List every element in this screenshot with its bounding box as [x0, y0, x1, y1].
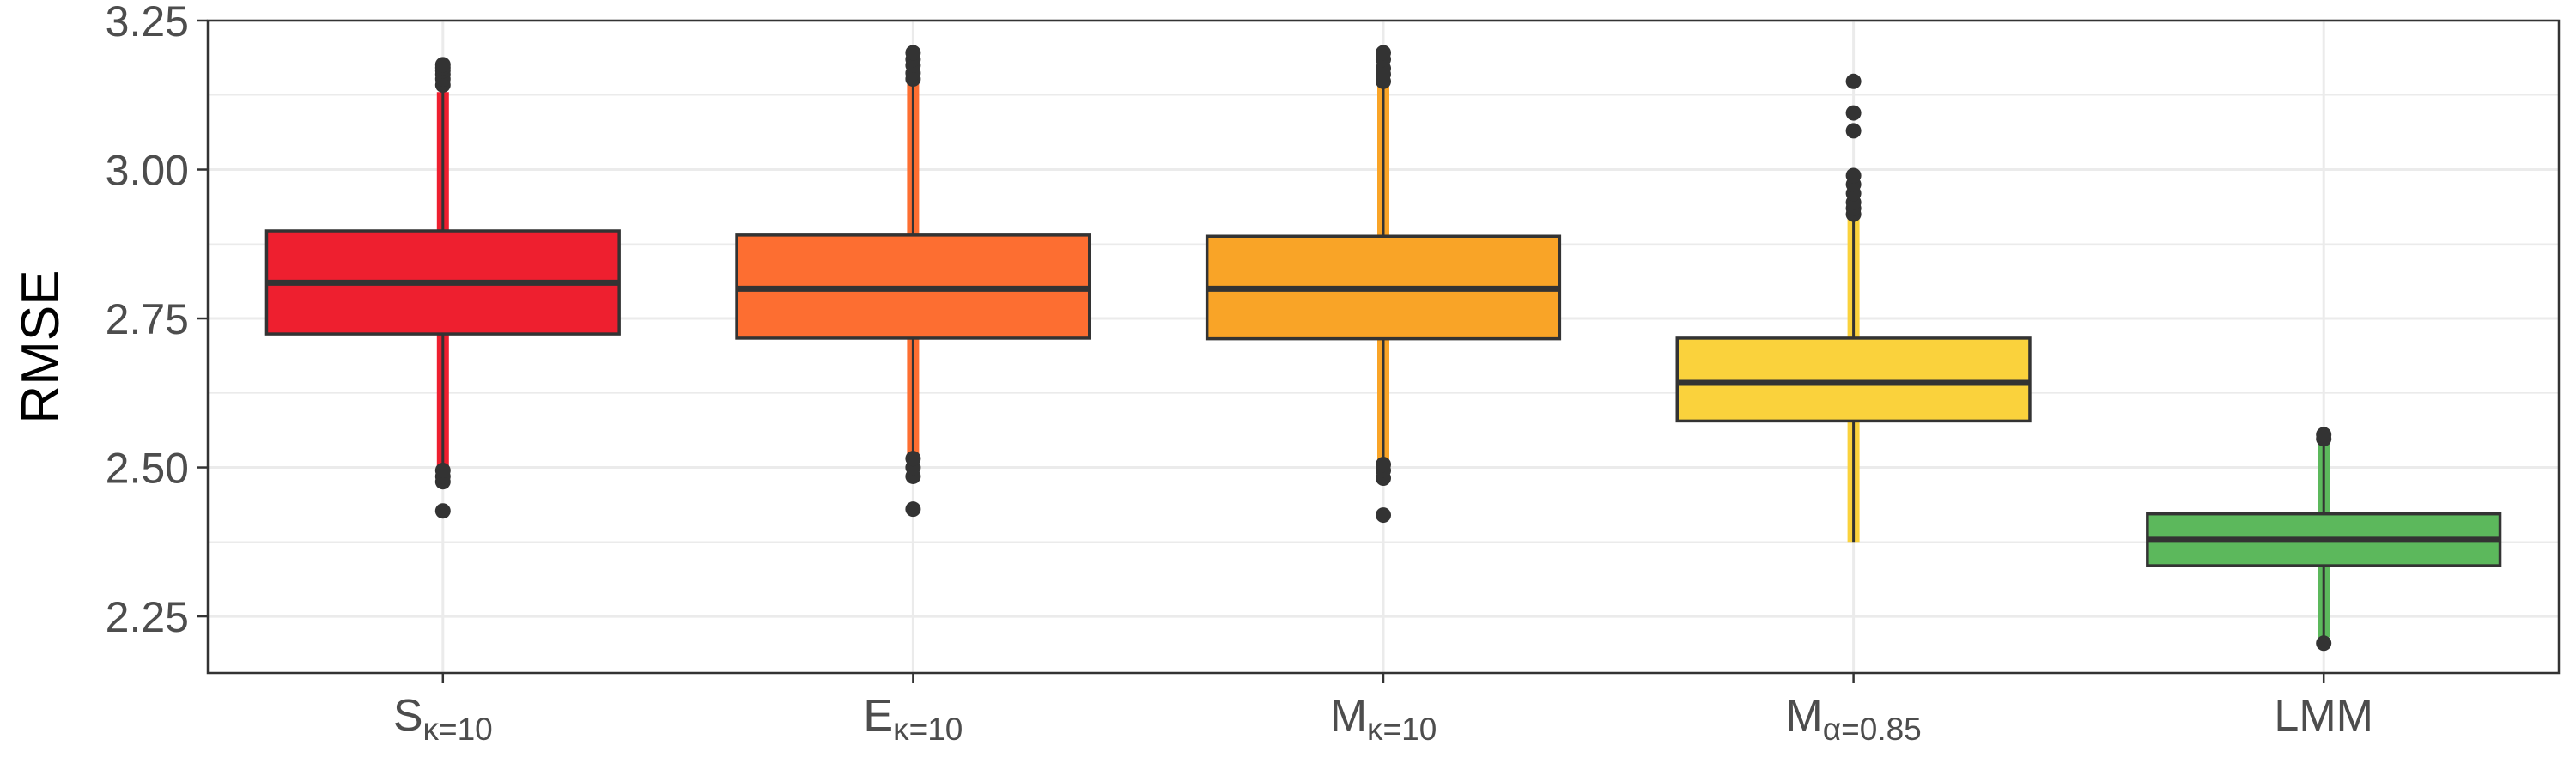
box-group: [735, 45, 1091, 518]
outlier-point: [1376, 457, 1391, 473]
outlier-point: [1845, 105, 1862, 121]
y-tick-label: 2.75: [106, 295, 189, 343]
outlier-point: [905, 501, 921, 518]
y-tick-label: 2.25: [106, 593, 189, 641]
box: [1675, 336, 2032, 423]
outlier-point: [2316, 427, 2332, 443]
box-group: [264, 57, 621, 519]
outlier-point: [1376, 45, 1391, 61]
y-tick-label: 3.00: [106, 147, 189, 195]
y-tick-label: 2.50: [106, 445, 189, 493]
x-axis: Sκ=10 Eκ=10 Mκ=10 Mα=0.85 LMM: [393, 673, 2373, 747]
outlier-point: [1845, 73, 1862, 89]
box-group: [1205, 45, 1562, 524]
outlier-point: [434, 463, 451, 479]
outlier-point: [905, 45, 921, 61]
x-tick-label: LMM: [2274, 691, 2373, 741]
x-tick-label: Mα=0.85: [1785, 691, 1921, 747]
outlier-point: [1376, 507, 1391, 524]
outlier-point: [434, 57, 451, 73]
y-axis-label: RMSE: [11, 270, 70, 423]
outlier-point: [905, 451, 921, 467]
outlier-point: [2316, 635, 2332, 652]
x-tick-label: Sκ=10: [393, 691, 493, 747]
y-tick-label: 3.25: [106, 0, 189, 45]
boxes: [264, 45, 2502, 652]
y-axis: 2.25 2.50 2.75 3.00 3.25: [106, 0, 208, 641]
box-group: [1675, 73, 2032, 543]
outlier-point: [434, 503, 451, 519]
box-group: [2146, 427, 2502, 652]
x-tick-label: Mκ=10: [1330, 691, 1437, 747]
x-tick-label: Eκ=10: [863, 691, 963, 747]
outlier-point: [1845, 167, 1862, 184]
outlier-point: [1845, 123, 1862, 139]
